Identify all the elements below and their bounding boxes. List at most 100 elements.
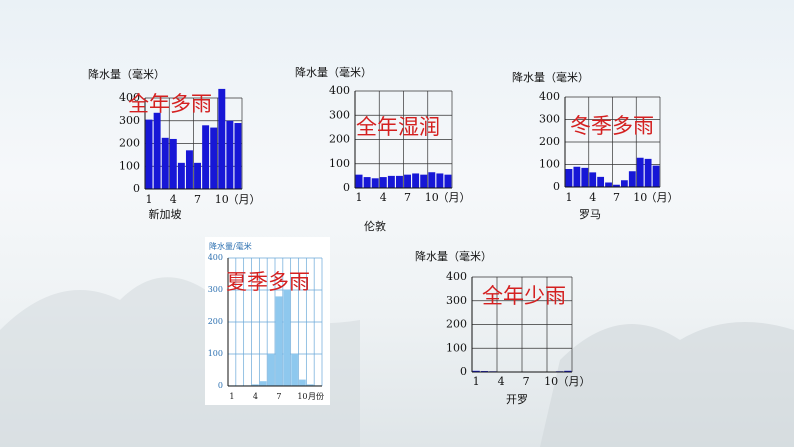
bar [387,175,395,188]
y-tick-label: 400 [208,253,223,262]
y-tick-label: 0 [133,182,140,195]
annotation: 冬季多雨 [570,114,654,138]
annotation: 夏季多雨 [226,270,310,294]
bar [371,178,379,188]
x-tick-label: 1 [229,392,234,401]
mountain-decor [540,322,794,447]
bar [620,180,628,187]
x-tick-label: 10 [297,392,307,401]
y-tick-label: 100 [539,158,560,171]
bar [283,290,291,386]
x-axis-unit: （月） [438,191,471,204]
y-tick-label: 200 [539,135,560,148]
bar [218,88,226,189]
bar [275,296,283,386]
bar [589,172,597,187]
bar [644,158,652,187]
x-tick-label: 1 [565,191,572,204]
bar [355,174,363,188]
annotation: 全年多雨 [128,92,212,116]
annotation: 全年湿润 [356,115,440,139]
y-tick-label: 0 [553,180,560,193]
bar [420,174,428,188]
y-axis-label: 降水量/毫米 [209,241,252,251]
y-tick-label: 100 [119,159,140,172]
bar [636,157,644,187]
x-tick-label: 4 [498,375,505,388]
y-tick-label: 100 [446,341,467,354]
x-axis-unit: （月） [646,191,679,204]
bar [379,177,387,188]
bar [161,137,169,189]
x-tick-label: 7 [613,191,620,204]
y-tick-label: 400 [329,84,350,97]
x-tick-label: 4 [253,392,258,401]
bar [259,381,267,386]
y-axis-label: 降水量（毫米） [415,249,492,263]
bar [153,112,161,189]
bar [363,177,371,188]
bar [565,169,573,187]
bar [145,119,153,189]
bar [581,167,589,187]
x-tick-label: 7 [276,392,281,401]
y-tick-label: 400 [539,90,560,103]
y-axis-label: 降水量（毫米） [512,70,589,84]
caption: 开罗 [506,393,528,406]
bar [234,123,242,189]
y-tick-label: 400 [446,270,467,283]
bar [202,125,210,189]
y-axis-label: 降水量（毫米） [88,67,165,81]
bar [573,166,581,187]
x-tick-label: 10 [425,191,439,204]
caption: 新加坡 [149,207,182,221]
bar [564,370,572,372]
bar [428,172,436,188]
y-tick-label: 0 [218,381,223,390]
y-tick-label: 400 [119,91,140,104]
bar [597,176,605,187]
y-tick-label: 0 [460,365,467,378]
bar [177,162,185,189]
y-tick-label: 300 [446,294,467,307]
bar [436,173,444,188]
bar [226,120,234,189]
caption: 罗马 [579,208,601,221]
bar [210,127,218,189]
y-tick-label: 300 [119,114,140,127]
bar [605,182,612,187]
x-tick-label: 7 [194,193,201,206]
annotation: 全年少雨 [482,284,566,308]
bar [291,354,298,386]
bar [444,174,452,188]
y-tick-label: 300 [208,285,223,294]
bar [395,175,403,188]
bar [169,138,177,189]
y-tick-label: 200 [329,133,350,146]
bar [628,171,636,187]
x-tick-label: 1 [473,375,480,388]
x-tick-label: 10 [215,193,229,206]
bar [306,384,314,386]
x-tick-label: 10 [544,375,558,388]
bar [299,379,306,386]
y-tick-label: 200 [446,318,467,331]
bar [652,165,660,187]
bar [194,162,202,189]
bar [252,384,259,386]
x-tick-label: 7 [404,191,411,204]
bar [404,174,412,188]
x-axis-unit: 月份 [308,391,324,401]
x-tick-label: 7 [523,375,530,388]
x-axis-unit: （月） [558,375,591,388]
x-tick-label: 4 [380,191,387,204]
x-tick-label: 4 [170,193,177,206]
y-tick-label: 100 [329,157,350,170]
y-tick-label: 200 [208,317,223,326]
bar [185,150,193,189]
x-tick-label: 1 [356,191,363,204]
x-tick-label: 4 [589,191,596,204]
x-axis-unit: （月） [228,193,261,206]
